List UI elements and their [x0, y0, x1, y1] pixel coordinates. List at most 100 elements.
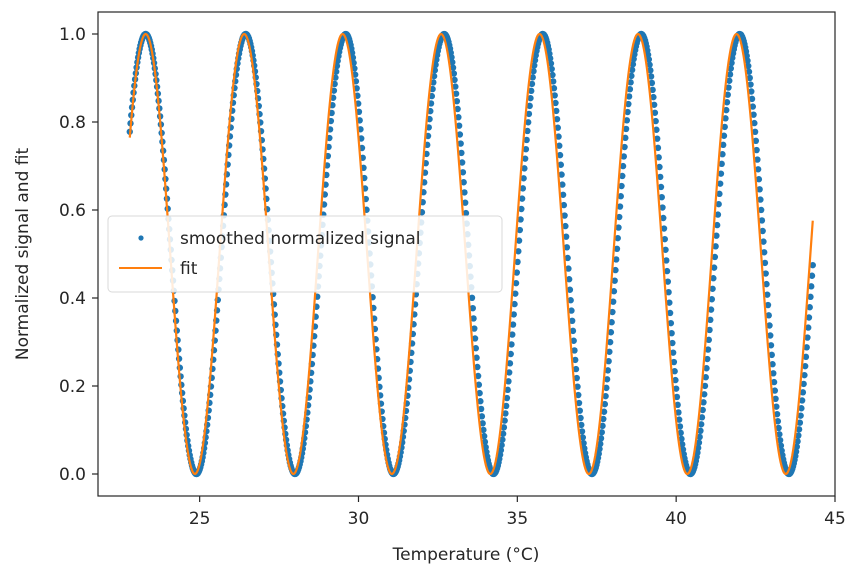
signal-point	[725, 84, 732, 91]
signal-point	[458, 149, 465, 157]
signal-point	[630, 55, 637, 63]
legend-marker-signal	[138, 235, 144, 241]
signal-point	[701, 382, 709, 390]
signal-point	[622, 134, 629, 142]
signal-point	[548, 65, 555, 73]
signal-point	[798, 405, 805, 412]
signal-point	[567, 297, 574, 304]
signal-point	[799, 389, 807, 396]
signal-point	[664, 278, 672, 285]
signal-point	[456, 131, 464, 138]
signal-point	[498, 441, 505, 449]
signal-point	[658, 193, 665, 201]
signal-point	[550, 78, 557, 85]
signal-point	[677, 429, 684, 437]
signal-point	[751, 128, 759, 135]
signal-point	[475, 381, 483, 388]
signal-point	[511, 300, 518, 308]
signal-point	[697, 427, 704, 435]
signal-point	[655, 154, 662, 161]
signal-point	[671, 368, 678, 375]
signal-point	[795, 432, 802, 439]
signal-point	[518, 195, 526, 202]
signal-point	[754, 166, 762, 173]
signal-point	[578, 421, 585, 429]
signal-point	[617, 193, 624, 200]
signal-point	[654, 144, 662, 152]
signal-point	[766, 322, 773, 329]
signal-point	[698, 414, 706, 421]
signal-point	[625, 100, 632, 108]
y-axis: 0.0 0.2 0.4 0.6 0.8 1.0	[59, 25, 98, 485]
signal-point	[454, 105, 461, 113]
signal-point	[620, 153, 627, 160]
signal-point	[719, 151, 726, 158]
signal-point	[808, 272, 816, 279]
signal-point	[776, 431, 783, 438]
signal-point	[558, 171, 565, 178]
signal-point	[804, 334, 811, 341]
signal-point	[755, 176, 763, 183]
signal-point	[763, 280, 770, 288]
signal-point	[600, 408, 608, 415]
signal-point	[602, 392, 609, 400]
signal-point	[560, 201, 568, 209]
signal-point	[460, 179, 467, 186]
signal-point	[555, 133, 562, 140]
signal-point	[670, 358, 678, 366]
y-tick-label: 0.4	[59, 289, 86, 309]
signal-point	[520, 175, 527, 182]
signal-point	[472, 345, 480, 352]
signal-point	[568, 307, 575, 314]
signal-point	[715, 200, 722, 208]
signal-point	[508, 341, 515, 348]
signal-point	[482, 443, 489, 451]
x-tick-label: 30	[348, 509, 370, 529]
signal-point	[527, 94, 534, 102]
signal-point	[524, 119, 532, 126]
x-tick-label: 35	[507, 509, 529, 529]
signal-point	[521, 165, 528, 172]
signal-point	[767, 332, 774, 339]
signal-point	[597, 440, 604, 448]
legend: smoothed normalized signal fit	[107, 215, 503, 293]
signal-point	[764, 291, 771, 298]
signal-point	[650, 93, 657, 101]
signal-point	[600, 415, 607, 423]
signal-point	[515, 248, 522, 255]
signal-point	[806, 304, 813, 311]
signal-point	[772, 395, 779, 402]
signal-point	[525, 110, 533, 118]
signal-point	[510, 311, 517, 318]
signal-point	[662, 246, 669, 253]
signal-point	[530, 68, 537, 75]
signal-point	[571, 347, 578, 354]
signal-point	[579, 434, 587, 441]
signal-point	[795, 426, 803, 433]
signal-point	[723, 106, 730, 114]
signal-point	[557, 161, 565, 168]
signal-point	[609, 308, 616, 316]
signal-point	[452, 83, 459, 90]
signal-point	[513, 269, 520, 276]
signal-point	[504, 386, 511, 394]
signal-point	[773, 403, 780, 410]
signal-point	[502, 410, 509, 417]
signal-point	[499, 436, 506, 443]
signal-point	[529, 74, 536, 81]
signal-point	[751, 119, 758, 127]
signal-point	[709, 285, 716, 292]
plot-frame	[97, 11, 836, 497]
y-tick-label: 0.0	[59, 465, 86, 485]
signal-point	[706, 326, 713, 334]
signal-point	[647, 73, 655, 80]
signal-point	[553, 107, 560, 115]
signal-point	[619, 162, 627, 170]
signal-point	[708, 296, 716, 303]
signal-point	[627, 79, 634, 86]
signal-point	[566, 286, 574, 293]
signal-point	[717, 170, 725, 177]
signal-point	[502, 402, 510, 410]
signal-point	[499, 430, 507, 437]
signal-point	[521, 155, 529, 162]
